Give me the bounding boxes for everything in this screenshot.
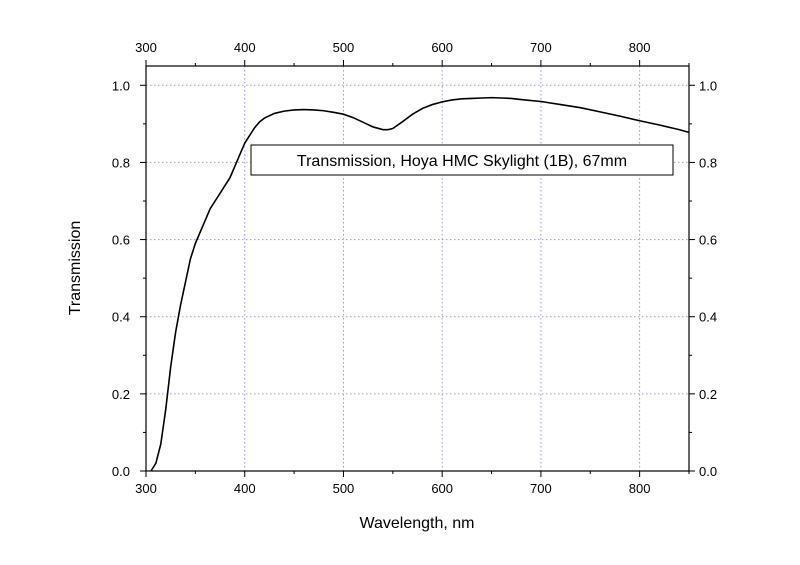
x-tick-label-top: 800	[629, 40, 651, 55]
x-tick-label-bottom: 700	[530, 481, 552, 496]
annotation-box: Transmission, Hoya HMC Skylight (1B), 67…	[250, 144, 674, 176]
grid	[145, 66, 689, 472]
plot-frame	[145, 65, 690, 472]
y-tick-label-left: 0.8	[112, 155, 130, 170]
y-tick-label-right: 0.6	[699, 233, 717, 248]
y-tick-label-left: 1.0	[112, 78, 130, 93]
x-tick-label-bottom: 600	[431, 481, 453, 496]
tick-labels: 300 300 400 400 500 500 600 600 700 700 800 800 0.0 0…	[112, 40, 717, 496]
x-tick-label-bottom: 400	[234, 481, 256, 496]
transmission-series-line	[150, 96, 690, 472]
y-tick-label-right: 1.0	[699, 78, 717, 93]
y-axis-title: Transmission	[67, 221, 84, 316]
x-tick-label-top: 700	[530, 40, 552, 55]
y-tick-label-left: 0.6	[112, 233, 130, 248]
y-tick-label-right: 0.2	[699, 387, 717, 402]
y-tick-label-right: 0.0	[699, 464, 717, 479]
x-tick-label-top: 600	[431, 40, 453, 55]
y-tick-label-left: 0.4	[112, 310, 130, 325]
y-tick-label-left: 0.2	[112, 387, 130, 402]
x-tick-label-bottom: 800	[629, 481, 651, 496]
x-tick-label-bottom: 300	[135, 481, 157, 496]
annotation-text: Transmission, Hoya HMC Skylight (1B), 67…	[297, 153, 627, 170]
x-tick-label-top: 400	[234, 40, 256, 55]
x-tick-label-top: 500	[333, 40, 355, 55]
y-tick-label-right: 0.4	[699, 310, 717, 325]
axis-ticks	[140, 60, 695, 477]
y-tick-label-right: 0.8	[699, 155, 717, 170]
x-tick-label-top: 300	[135, 40, 157, 55]
x-axis-title: Wavelength, nm	[359, 515, 474, 532]
y-tick-label-left: 0.0	[112, 464, 130, 479]
x-tick-label-bottom: 500	[333, 481, 355, 496]
